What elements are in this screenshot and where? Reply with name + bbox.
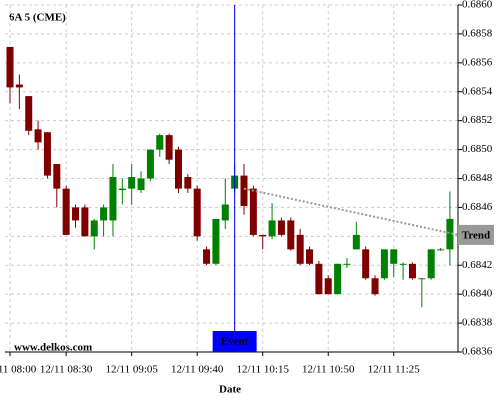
y-tick-label: 0.6858 [462,27,493,39]
candle-body [277,220,285,235]
trend-line [243,187,459,236]
candle-body [343,263,351,265]
candle-body [15,84,23,88]
y-tick-label: 0.6840 [462,288,493,300]
y-tick-label: 0.6854 [462,85,493,97]
candle-body [287,220,295,250]
candle-body [418,278,426,280]
y-tick-label: 0.6852 [462,114,492,126]
candle-body [352,234,360,250]
candle-body [90,220,98,237]
candle-body [174,149,182,189]
candle-body [212,218,220,264]
candle-body [25,96,33,131]
y-tick-label: 0.6856 [462,56,493,68]
candle-body [408,263,416,279]
candle-body [72,207,80,221]
candle-body [128,177,136,189]
candle-body [437,249,445,251]
candle-body [315,263,323,295]
candle-body [362,249,370,279]
candle-body [296,234,304,264]
candle-body [146,149,154,179]
candle-body [324,278,332,295]
candle-body [399,263,407,265]
candle-body [380,249,388,279]
y-tick-label: 0.6848 [462,172,493,184]
candle-body [221,204,229,221]
candle-body [53,164,61,189]
candle-body [6,46,14,88]
candle-body [390,249,398,264]
candle-body [371,278,379,295]
y-tick-label: 0.6860 [462,0,493,11]
candle-body [268,220,276,237]
watermark: www.delkos.com [14,342,92,354]
x-tick-label: 12/11 10:15 [236,364,289,376]
candle-body [306,249,314,264]
candle-body [165,135,173,160]
x-tick-label: 12/11 08:30 [40,364,93,376]
y-tick-label: 0.6836 [462,346,493,358]
x-tick-label: 12/11 09:05 [105,364,158,376]
candle-body [334,263,342,295]
candle-body [249,188,257,235]
x-tick-label: 12/11 11:25 [368,364,421,376]
chart-title: 6A 5 (CME) [9,12,66,24]
candle-body [118,188,126,191]
candle-body [137,178,145,191]
x-tick-label: 12/11 08:00 [0,364,37,376]
candle-body [81,207,89,237]
candle-body [427,249,435,279]
y-tick-label: 0.6842 [462,259,492,271]
x-tick-label: 12/11 10:50 [302,364,355,376]
candle-body [203,249,211,264]
candle-body [193,188,201,237]
candle-body [34,129,42,143]
candle-body [100,207,108,221]
y-tick-label: 0.6846 [462,201,493,213]
candle-body [156,135,164,150]
trend-label: Trend [462,229,490,241]
x-tick-label: 12/11 09:40 [171,364,224,376]
candle-body [240,175,248,206]
candle-body [259,234,267,237]
candle-body [446,218,454,250]
y-tick-label: 0.6838 [462,317,493,329]
candle-body [184,177,192,189]
candle-body [109,177,117,221]
candle-body [62,188,70,235]
y-tick-label: 0.6850 [462,143,493,155]
trend-label-box [458,224,494,245]
candle-body [43,132,51,176]
x-axis-label: Date [219,384,241,396]
event-label-box [212,331,257,352]
event-label: Event [221,336,249,348]
